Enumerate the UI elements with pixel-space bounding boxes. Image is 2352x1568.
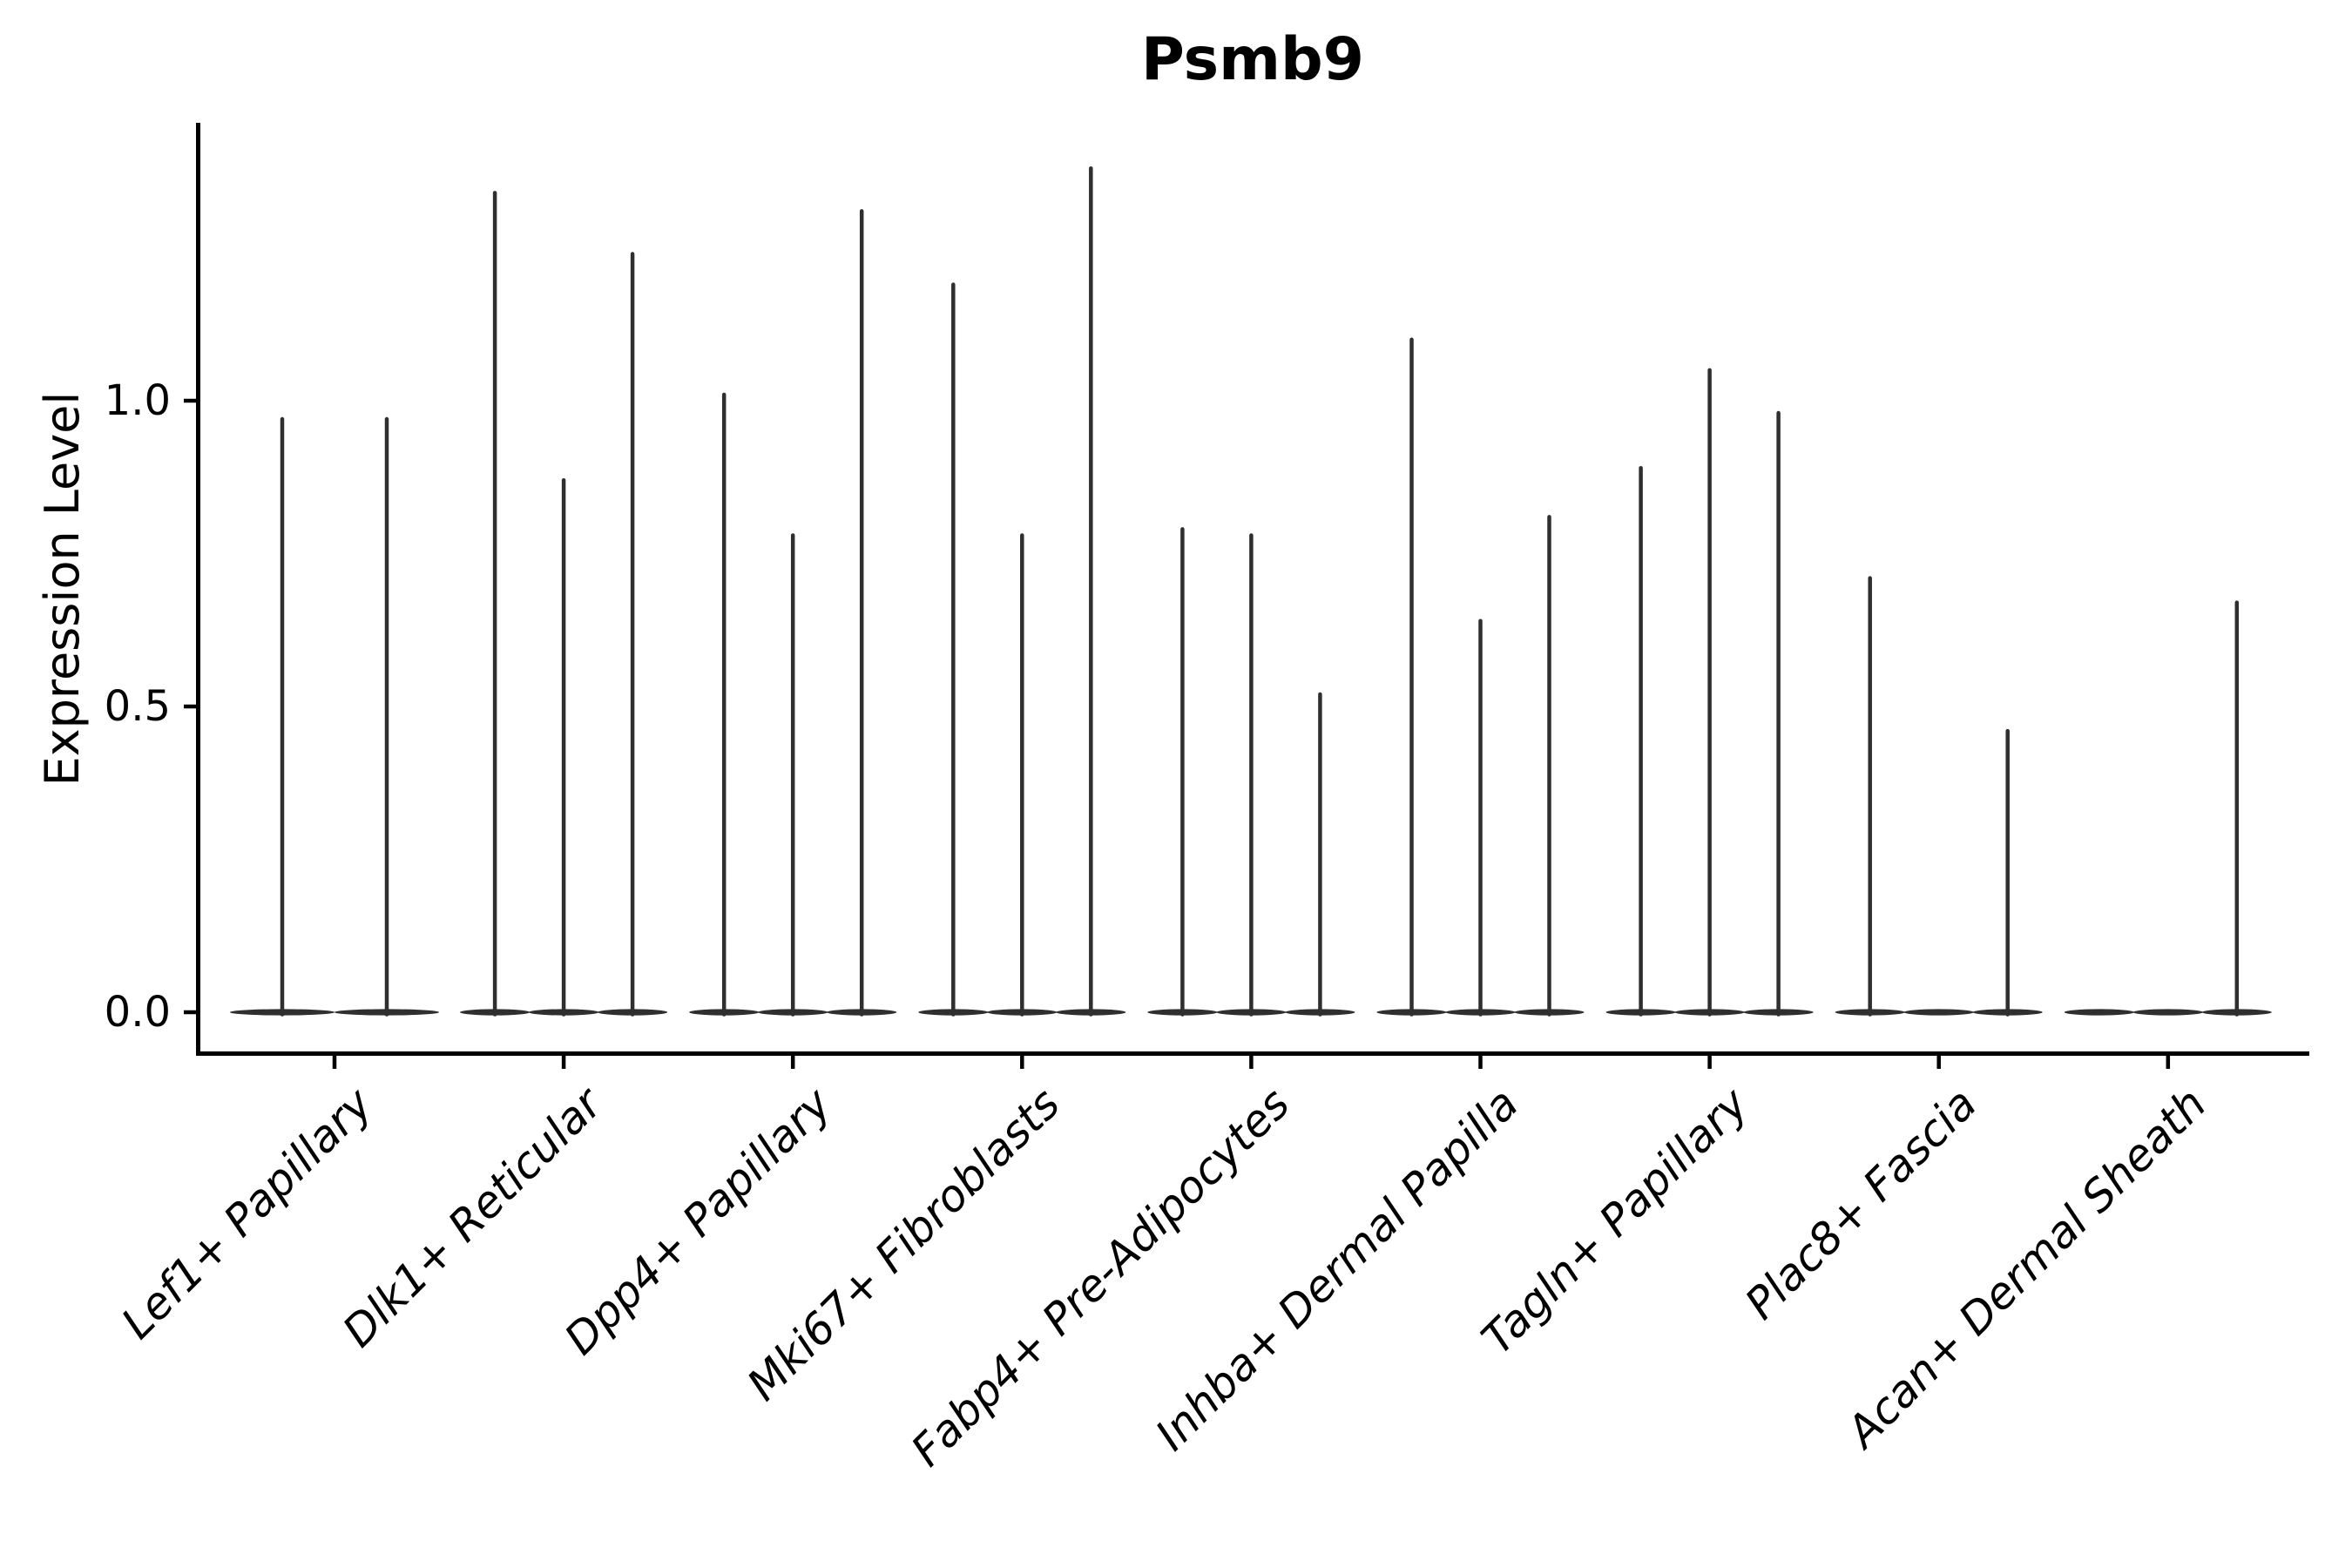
violin-base	[1903, 1009, 1974, 1016]
y-tick-label: 0.5	[104, 682, 171, 731]
violin-base	[2132, 1009, 2203, 1016]
y-axis-label: Expression Level	[35, 391, 90, 787]
y-tick-label: 0.0	[104, 988, 171, 1037]
y-tick-label: 1.0	[104, 376, 171, 425]
violin-base	[2064, 1009, 2134, 1016]
plot-title: Psmb9	[1141, 25, 1364, 94]
